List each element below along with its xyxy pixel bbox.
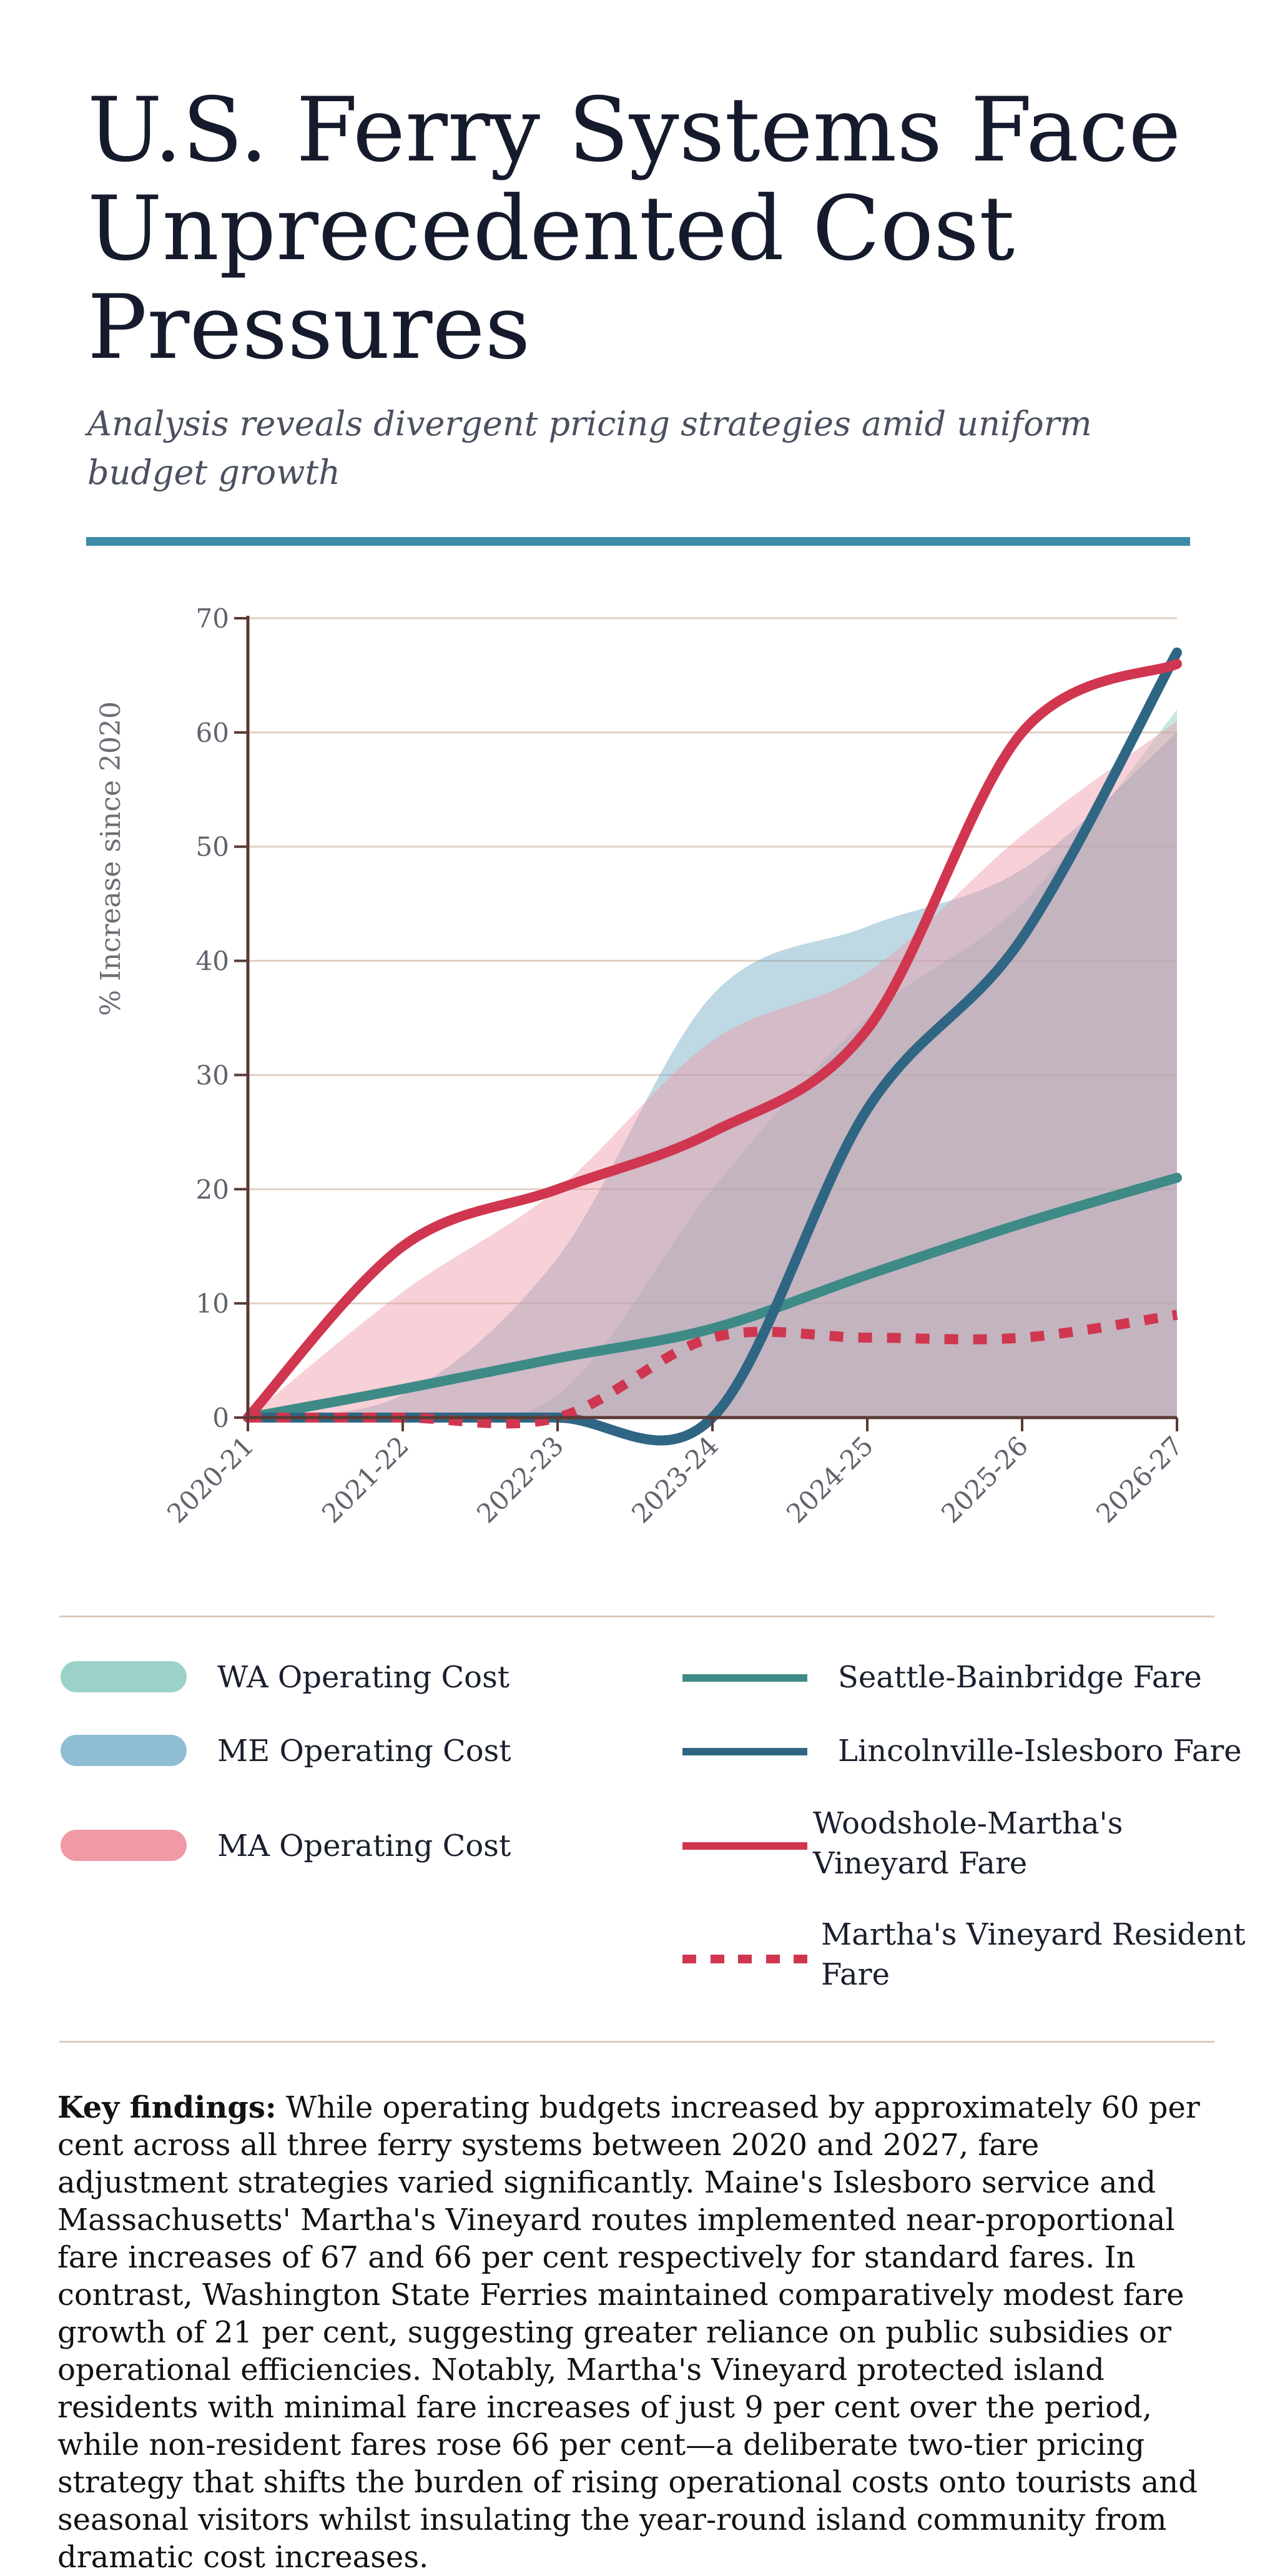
x-tick-label: 2021-22 — [316, 1430, 415, 1529]
line-woodshole-martha-s-vineyard-fare — [243, 659, 1182, 1423]
page-subtitle: Analysis reveals divergent pricing strat… — [87, 404, 1092, 492]
y-tick-label: 0 — [212, 1403, 229, 1433]
y-tick-label: 50 — [196, 832, 229, 862]
legend-line-woodshole-fare — [682, 1842, 807, 1850]
y-tick-label: 70 — [196, 603, 229, 634]
x-tick-label: 2022-23 — [471, 1430, 569, 1529]
legend-swatch-me-cost — [61, 1735, 187, 1766]
page-title: U.S. Ferry Systems Face Unprecedented Co… — [87, 79, 1181, 379]
legend-swatch-wa-cost — [61, 1661, 187, 1692]
legend-bottom-divider — [59, 2041, 1214, 2043]
area-ma-operating-cost — [248, 721, 1177, 1418]
y-tick-label: 30 — [196, 1060, 229, 1090]
legend-label-ma-cost: MA Operating Cost — [217, 1828, 511, 1863]
grid-lines — [248, 617, 1177, 1305]
y-tick-label: 20 — [196, 1174, 229, 1205]
title-accent-rule — [86, 537, 1190, 546]
x-tick-label: 2020-21 — [161, 1430, 260, 1529]
y-tick-label: 10 — [196, 1288, 229, 1319]
key-findings: Key findings: While operating budgets in… — [57, 2089, 1219, 2576]
legend-line-lincolnville-fare — [682, 1748, 807, 1755]
legend-label-lincolnville-fare: Lincolnville-Islesboro Fare — [838, 1734, 1242, 1769]
y-tick-label: 40 — [196, 946, 229, 977]
legend-label-woodshole-fare-line1: Woodshole-Martha's — [813, 1806, 1123, 1841]
chart: 0 10 20 30 40 50 60 70 2020-21 2021-22 2022-23 2023… — [95, 603, 1189, 1529]
legend-label-resident-fare-line2: Fare — [821, 1957, 890, 1992]
x-tick-label: 2026-27 — [1090, 1430, 1189, 1529]
legend-line-seattle-fare — [682, 1674, 807, 1682]
line-seattle-bainbridge-fare — [243, 1173, 1182, 1423]
area-wa-operating-cost — [248, 709, 1177, 1419]
legend-label-me-cost: ME Operating Cost — [217, 1734, 511, 1769]
legend-label-woodshole-fare-line2: Vineyard Fare — [813, 1846, 1028, 1881]
y-axis-label: % Increase since 2020 — [95, 701, 127, 1016]
x-tick-label: 2023-24 — [626, 1430, 724, 1529]
y-tick-label: 60 — [196, 718, 229, 748]
legend-label-wa-cost: WA Operating Cost — [217, 1660, 509, 1695]
key-findings-label: Key findings: — [57, 2090, 277, 2125]
key-findings-text: While operating budgets increased by app… — [57, 2090, 1200, 2575]
legend-top-divider — [59, 1616, 1214, 1617]
legend-line-resident-fare — [682, 1955, 807, 1963]
legend-swatch-ma-cost — [61, 1830, 187, 1861]
x-tick-label: 2024-25 — [780, 1430, 879, 1529]
x-tick-label: 2025-26 — [935, 1430, 1034, 1529]
legend-label-resident-fare-line1: Martha's Vineyard Resident — [821, 1917, 1246, 1952]
area-series — [248, 709, 1177, 1419]
legend-label-seattle-fare: Seattle-Bainbridge Fare — [838, 1660, 1202, 1695]
